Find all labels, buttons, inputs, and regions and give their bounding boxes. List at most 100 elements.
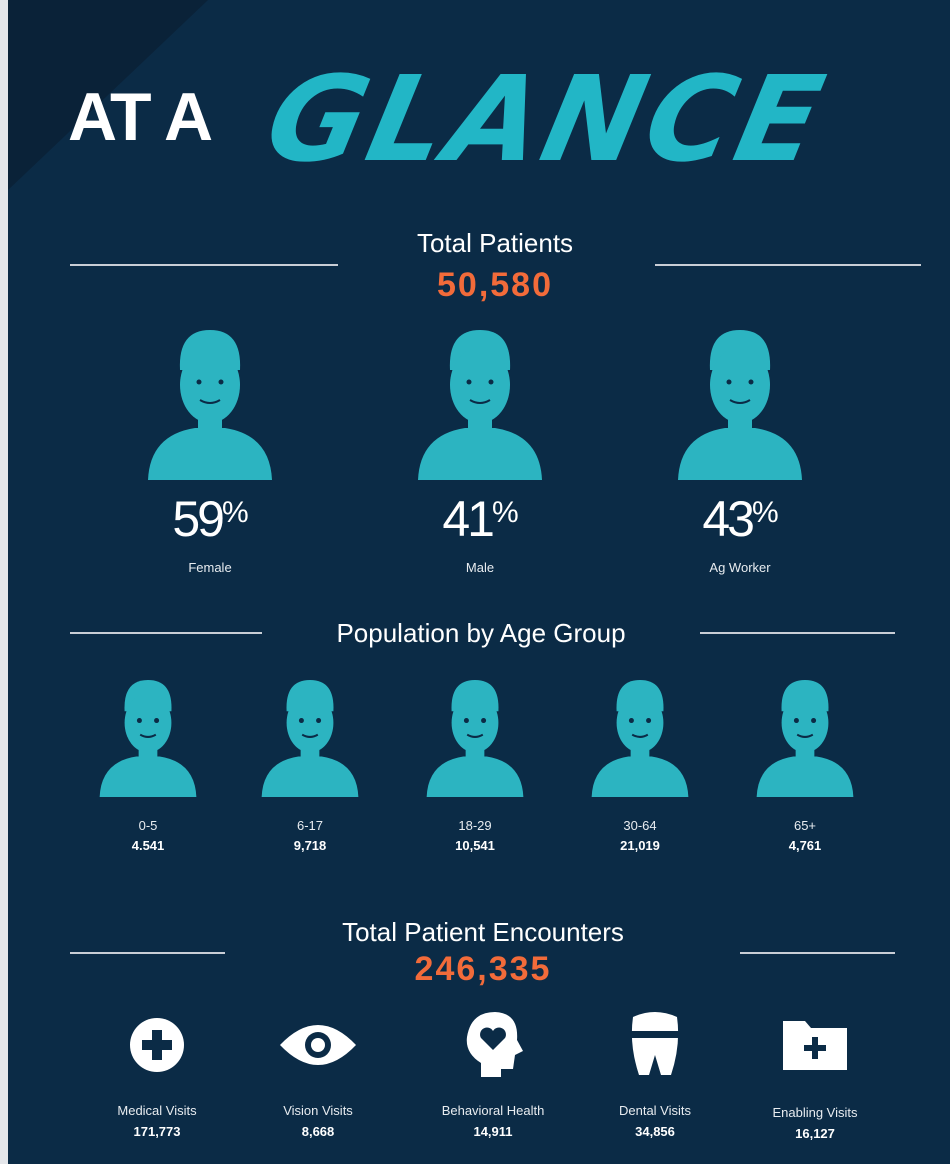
shoulders bbox=[261, 756, 359, 797]
shoulders bbox=[426, 756, 524, 797]
tooth-icon bbox=[631, 1012, 679, 1075]
encounter-label: Dental Visits bbox=[618, 1103, 692, 1118]
shoulders bbox=[99, 756, 197, 797]
encounter-label: Vision Visits bbox=[283, 1103, 353, 1118]
encounter-label: Enabling Visits bbox=[772, 1105, 858, 1120]
shoulders bbox=[678, 428, 802, 480]
encounter-label: Medical Visits bbox=[117, 1103, 197, 1118]
total: 50,580 bbox=[437, 266, 553, 304]
person-icon bbox=[678, 330, 802, 480]
shoulders bbox=[148, 428, 272, 480]
stat-unit: % bbox=[491, 496, 519, 529]
face-line bbox=[729, 399, 751, 404]
stat-label: Ag Worker bbox=[709, 560, 771, 575]
stat-number: 59 bbox=[172, 491, 225, 547]
eye bbox=[196, 379, 202, 385]
encounter-value: 14,911 bbox=[473, 1124, 513, 1139]
person-icon bbox=[99, 680, 197, 797]
shoulders bbox=[418, 428, 542, 480]
face-line bbox=[631, 733, 649, 738]
person-icon bbox=[591, 680, 689, 797]
rule bbox=[700, 632, 895, 634]
eye bbox=[466, 379, 472, 385]
age-label: 0-5 bbox=[138, 818, 158, 833]
eye bbox=[298, 718, 304, 724]
stat-unit: % bbox=[221, 496, 249, 529]
age-label: 30-64 bbox=[623, 818, 657, 833]
heart bbox=[480, 1027, 506, 1050]
shoulders bbox=[591, 756, 689, 797]
stat-value: 43% bbox=[702, 490, 779, 548]
iris bbox=[311, 1038, 325, 1052]
rule bbox=[70, 632, 262, 634]
stat-label: Male bbox=[465, 560, 495, 575]
stat-label: Female bbox=[188, 560, 232, 575]
heading: Total Patient Encounters bbox=[342, 917, 624, 947]
eye bbox=[136, 718, 142, 724]
eye bbox=[463, 718, 469, 724]
age-value: 10,541 bbox=[455, 838, 495, 853]
shoulders bbox=[756, 756, 854, 797]
face-line bbox=[139, 733, 157, 738]
person-icon bbox=[261, 680, 359, 797]
eye bbox=[726, 379, 732, 385]
infographic: AT A GLANCE Total Patients 50,580 Popula… bbox=[8, 0, 950, 1164]
age-value: 4,761 bbox=[788, 838, 822, 853]
age-label: 18-29 bbox=[458, 818, 492, 833]
rule bbox=[70, 264, 338, 266]
age-value: 4.541 bbox=[131, 838, 165, 853]
head bbox=[710, 347, 770, 423]
encounter-value: 34,856 bbox=[635, 1124, 675, 1139]
face-line bbox=[301, 733, 319, 738]
stat-value: 59% bbox=[172, 490, 249, 548]
eye bbox=[154, 718, 160, 724]
rule bbox=[655, 264, 921, 266]
encounter-value: 8,668 bbox=[301, 1124, 335, 1139]
face-line bbox=[796, 733, 814, 738]
face-line bbox=[199, 399, 221, 404]
folder-cross bbox=[804, 1037, 826, 1059]
eye bbox=[488, 379, 494, 385]
encounter-value: 171,773 bbox=[133, 1124, 181, 1139]
eye bbox=[218, 379, 224, 385]
eye bbox=[811, 718, 817, 724]
brace bbox=[631, 1031, 679, 1038]
eye bbox=[628, 718, 634, 724]
person-icon bbox=[418, 330, 542, 480]
head bbox=[451, 693, 499, 753]
encounter-value: 16,127 bbox=[795, 1126, 835, 1141]
age-label: 6-17 bbox=[296, 818, 324, 833]
rule bbox=[70, 952, 225, 954]
eye bbox=[646, 718, 652, 724]
rule bbox=[740, 952, 895, 954]
age-value: 21,019 bbox=[620, 838, 660, 853]
stat-number: 41 bbox=[442, 491, 495, 547]
encounter-label: Behavioral Health bbox=[441, 1103, 545, 1118]
face-line bbox=[466, 733, 484, 738]
face-line bbox=[469, 399, 491, 404]
total: 246,335 bbox=[414, 950, 552, 988]
eye bbox=[793, 718, 799, 724]
art bbox=[8, 0, 854, 1077]
eye bbox=[748, 379, 754, 385]
cross bbox=[142, 1030, 172, 1060]
stat-value: 41% bbox=[442, 490, 519, 548]
title-script: GLANCE bbox=[255, 50, 839, 188]
person-icon bbox=[756, 680, 854, 797]
head bbox=[450, 347, 510, 423]
corner-shade bbox=[8, 0, 208, 190]
age-value: 9,718 bbox=[293, 838, 327, 853]
head bbox=[616, 693, 664, 753]
head bbox=[286, 693, 334, 753]
head bbox=[781, 693, 829, 753]
person-icon bbox=[426, 680, 524, 797]
stat-unit: % bbox=[751, 496, 779, 529]
stat-number: 43 bbox=[702, 491, 755, 547]
icons bbox=[99, 330, 854, 1077]
heading: Population by Age Group bbox=[336, 618, 626, 648]
head bbox=[180, 347, 240, 423]
age-label: 65+ bbox=[793, 818, 817, 833]
eye bbox=[481, 718, 487, 724]
title-plain: AT A bbox=[68, 79, 213, 155]
